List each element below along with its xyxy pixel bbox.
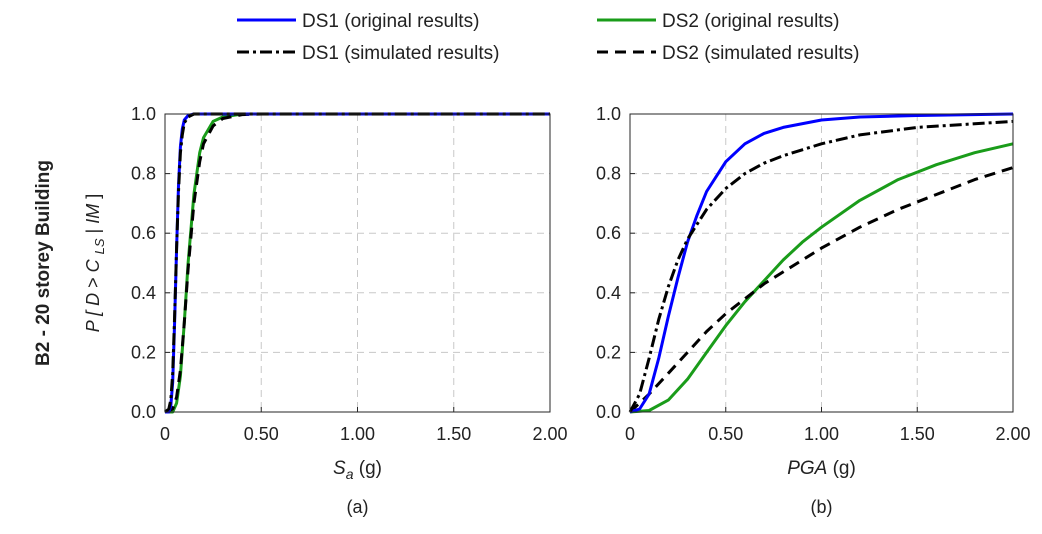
series-line-ds1-original-results bbox=[629, 112, 1014, 414]
x-tick-label: 1.00 bbox=[340, 424, 375, 444]
x-axis-label: PGA (g) bbox=[787, 458, 856, 479]
legend-label-ds2-simulated: DS2 (simulated results) bbox=[662, 43, 859, 64]
legend-label-ds2-original: DS2 (original results) bbox=[662, 11, 839, 32]
panel-a: 0 0.50 1.00 1.50 2.00 0.0 0.2 0.4 0.6 0.8 1.0 Sa (g… bbox=[131, 104, 568, 517]
y-tick-label: 0.2 bbox=[596, 342, 621, 362]
x-tick-label: 0.50 bbox=[708, 424, 743, 444]
y-axis-label-part: > bbox=[83, 272, 103, 288]
series-line-ds2-original-results bbox=[629, 142, 1014, 414]
y-axis-label-sub: LS bbox=[92, 238, 107, 254]
series-line-ds2-simulated-results bbox=[628, 166, 1014, 414]
x-tick-label: 1.50 bbox=[900, 424, 935, 444]
y-axis-label-part: ] bbox=[83, 194, 103, 199]
y-axis-label-part: | bbox=[83, 224, 103, 234]
panel-label: (b) bbox=[811, 497, 833, 517]
legend-label-ds1-original: DS1 (original results) bbox=[302, 11, 479, 32]
panel-label: (a) bbox=[347, 497, 369, 517]
y-tick-label: 0.6 bbox=[131, 223, 156, 243]
x-tick-label: 1.00 bbox=[804, 424, 839, 444]
y-tick-label: 0.2 bbox=[131, 342, 156, 362]
y-tick-label: 0.4 bbox=[131, 283, 156, 303]
y-axis-label-part: P [ bbox=[83, 306, 103, 332]
x-axis-label: Sa (g) bbox=[333, 458, 382, 482]
y-axis-label-part: D bbox=[83, 293, 103, 306]
series-line-ds1-simulated-results bbox=[628, 119, 1014, 413]
row-label: B2 - 20 storey Building bbox=[33, 160, 54, 366]
y-tick-label: 0.0 bbox=[596, 402, 621, 422]
y-tick-label: 1.0 bbox=[596, 104, 621, 124]
y-tick-label: 0.8 bbox=[596, 164, 621, 184]
x-tick-label: 1.50 bbox=[436, 424, 471, 444]
x-tick-label: 0.50 bbox=[244, 424, 279, 444]
y-tick-label: 1.0 bbox=[131, 104, 156, 124]
y-tick-label: 0.6 bbox=[596, 223, 621, 243]
x-tick-label: 0 bbox=[625, 424, 635, 444]
x-tick-label: 0 bbox=[160, 424, 170, 444]
legend: DS1 (original results) DS2 (original res… bbox=[237, 11, 859, 64]
x-tick-label: 2.00 bbox=[532, 424, 567, 444]
y-tick-label: 0.4 bbox=[596, 283, 621, 303]
legend-label-ds1-simulated: DS1 (simulated results) bbox=[302, 43, 499, 64]
y-tick-label: 0.8 bbox=[131, 164, 156, 184]
panel-b: 0 0.50 1.00 1.50 2.00 0.0 0.2 0.4 0.6 0.8 1.0 PGA (… bbox=[596, 104, 1031, 517]
y-axis-label-part: C bbox=[83, 258, 103, 272]
y-tick-label: 0.0 bbox=[131, 402, 156, 422]
y-axis-label: P [ D > C LS | IM ] bbox=[83, 194, 108, 333]
y-axis-label-part: IM bbox=[83, 204, 103, 224]
x-tick-label: 2.00 bbox=[995, 424, 1030, 444]
series-line-ds1-simulated-results bbox=[164, 112, 550, 414]
